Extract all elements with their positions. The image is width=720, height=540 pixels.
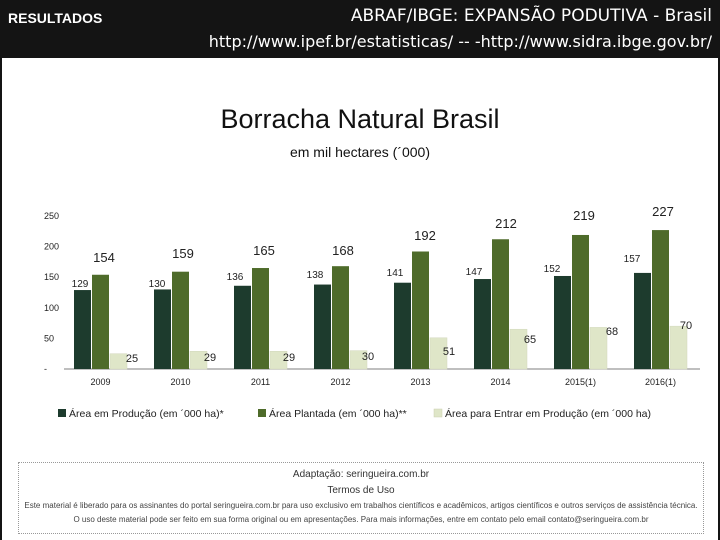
data-label: 68	[606, 326, 618, 338]
legend-label: Área Plantada (em ´000 ha)**	[269, 407, 407, 420]
legend-label: Área em Produção (em ´000 ha)*	[69, 407, 224, 420]
left-border	[0, 58, 2, 540]
header-bar	[0, 0, 720, 58]
data-label: 152	[544, 264, 561, 275]
x-tick-label: 2011	[251, 377, 270, 387]
data-label: 212	[495, 216, 517, 231]
bar	[492, 239, 509, 369]
bar	[429, 337, 448, 370]
data-label: 70	[680, 320, 692, 332]
data-label: 154	[93, 250, 115, 265]
right-border	[718, 58, 720, 540]
header-source-links: http://www.ipef.br/estatisticas/ -- -htt…	[208, 32, 712, 51]
data-label: 147	[466, 267, 483, 278]
bar	[172, 271, 189, 369]
y-tick-label: 150	[44, 272, 59, 282]
legend-swatch	[258, 409, 266, 417]
bar	[252, 268, 269, 369]
footer-credit: Adaptação: seringueira.com.br	[292, 469, 430, 480]
data-label: 168	[332, 243, 354, 258]
data-label: 219	[573, 208, 595, 223]
bar	[572, 234, 589, 369]
bar	[332, 266, 349, 369]
footer-terms-text: Este material é liberado para os assinan…	[24, 501, 698, 510]
bar	[314, 284, 331, 369]
y-tick-label: 100	[44, 303, 59, 313]
bar	[412, 251, 429, 369]
y-tick-label: 50	[44, 333, 54, 343]
x-tick-label: 2009	[90, 377, 110, 387]
y-tick-label: 200	[44, 242, 59, 252]
y-tick-label: -	[44, 364, 47, 374]
bar	[154, 289, 171, 369]
x-tick-label: 2010	[170, 377, 190, 387]
data-label: 159	[172, 246, 194, 261]
data-label: 130	[149, 279, 166, 290]
legend-swatch	[433, 408, 443, 418]
data-label: 30	[362, 351, 374, 363]
bar	[554, 275, 571, 369]
bar	[394, 282, 411, 369]
data-label: 29	[283, 352, 295, 364]
data-label: 157	[624, 254, 641, 265]
data-label: 51	[443, 346, 455, 358]
x-tick-label: 2013	[410, 377, 430, 387]
data-label: 136	[227, 272, 244, 283]
bar	[634, 272, 651, 369]
y-tick-label: 250	[44, 211, 59, 221]
data-label: 25	[126, 353, 138, 365]
x-tick-label: 2016(1)	[645, 377, 676, 387]
data-label: 165	[253, 243, 275, 258]
data-label: 65	[524, 334, 536, 346]
data-label: 129	[72, 279, 89, 290]
bar	[589, 327, 608, 370]
legend-label: Área para Entrar em Produção (em ´000 ha…	[445, 407, 651, 420]
bar	[669, 325, 688, 370]
section-label: RESULTADOS	[8, 10, 103, 26]
bar	[234, 285, 251, 369]
x-tick-label: 2014	[490, 377, 510, 387]
bar	[109, 353, 128, 370]
header-source-title: ABRAF/IBGE: EXPANSÃO PODUTIVA - Brasil	[350, 6, 712, 26]
x-tick-label: 2015(1)	[565, 377, 596, 387]
bar	[92, 274, 109, 369]
bar	[509, 328, 528, 370]
data-label: 227	[652, 204, 674, 219]
bar	[652, 230, 669, 369]
bar	[474, 279, 491, 369]
data-label: 138	[307, 270, 324, 281]
data-label: 141	[387, 268, 404, 279]
chart-subtitle: em mil hectares (´000)	[289, 144, 431, 160]
legend-swatch	[58, 409, 66, 417]
data-label: 192	[414, 228, 436, 243]
bar	[74, 290, 91, 369]
footer-terms-text: O uso deste material pode ser feito em s…	[73, 515, 649, 524]
bar	[189, 351, 208, 370]
footer-terms-title: Termos de Uso	[327, 485, 395, 496]
data-label: 29	[204, 352, 216, 364]
chart-title: Borracha Natural Brasil	[220, 104, 500, 134]
bar	[269, 351, 288, 370]
bar	[349, 350, 368, 370]
footer-panel: Adaptação: seringueira.com.br Termos de …	[18, 462, 704, 534]
x-tick-label: 2012	[330, 377, 350, 387]
